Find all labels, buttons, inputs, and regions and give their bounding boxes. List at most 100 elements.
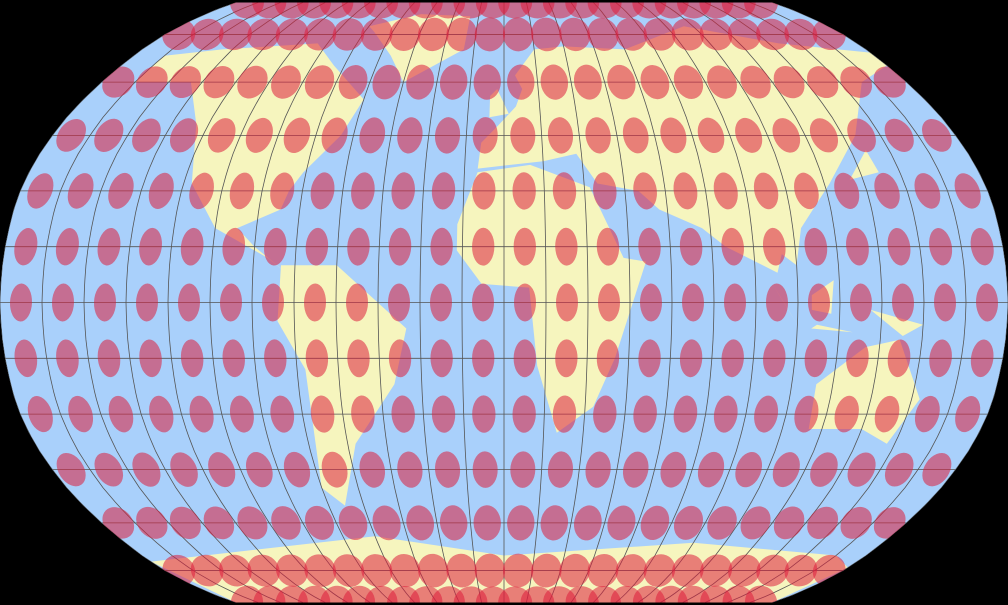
tissot-indicatrix <box>169 66 202 99</box>
tissot-indicatrix <box>713 395 738 433</box>
tissot-indicatrix <box>794 172 819 210</box>
landmass <box>870 309 924 336</box>
tissot-indicatrix <box>804 227 828 266</box>
tissot-indicatrix <box>472 117 498 154</box>
tissot-indicatrix <box>391 395 415 433</box>
tissot-indicatrix <box>351 172 375 210</box>
tissot-indicatrix <box>660 451 687 488</box>
tissot-indicatrix <box>587 17 619 51</box>
tissot-indicatrix <box>740 65 771 99</box>
tissot-indicatrix <box>94 452 124 487</box>
tissot-indicatrix <box>643 18 676 51</box>
tissot-indicatrix <box>388 339 412 378</box>
tissot-indicatrix <box>638 227 661 266</box>
tissot-indicatrix <box>9 283 33 322</box>
landmass <box>849 150 879 180</box>
tissot-indicatrix <box>148 172 174 209</box>
tissot-indicatrix <box>304 554 337 587</box>
tissot-indicatrix <box>607 505 636 541</box>
tissot-indicatrix <box>180 227 204 266</box>
tissot-indicatrix <box>794 395 819 433</box>
tissot-indicatrix <box>700 554 733 587</box>
tissot-indicatrix <box>640 65 670 100</box>
tissot-indicatrix <box>513 227 536 266</box>
tissot-indicatrix <box>513 283 537 322</box>
tissot-indicatrix <box>430 339 453 378</box>
tissot-indicatrix <box>446 553 477 588</box>
tissot-indicatrix <box>784 18 818 51</box>
tissot-indicatrix <box>108 395 134 433</box>
tissot-indicatrix <box>810 452 838 487</box>
tissot-indicatrix <box>573 505 602 541</box>
tissot-indicatrix <box>270 172 295 210</box>
tissot-indicatrix <box>237 65 268 99</box>
tissot-indicatrix <box>51 283 75 322</box>
tissot-indicatrix <box>261 283 285 322</box>
tissot-indicatrix <box>573 64 602 100</box>
tissot-indicatrix <box>728 18 761 51</box>
tissot-indicatrix <box>807 506 839 540</box>
tissot-indicatrix <box>840 506 872 539</box>
tissot-indicatrix <box>874 395 900 433</box>
tissot-indicatrix <box>27 173 54 209</box>
tissot-indicatrix <box>372 64 401 100</box>
tissot-indicatrix <box>540 505 569 541</box>
tissot-indicatrix <box>472 451 498 488</box>
tissot-indicatrix <box>840 66 873 98</box>
tissot-indicatrix <box>643 554 676 587</box>
tissot-indicatrix <box>93 283 117 322</box>
tissot-indicatrix <box>132 452 161 487</box>
tissot-indicatrix <box>531 17 562 52</box>
tissot-indicatrix <box>97 227 121 266</box>
tissot-indicatrix <box>219 554 252 587</box>
tissot-indicatrix <box>203 65 235 99</box>
tissot-indicatrix <box>169 118 199 153</box>
tissot-indicatrix <box>744 585 778 603</box>
tissot-indicatrix <box>884 452 914 487</box>
tissot-indicatrix <box>597 283 621 322</box>
tissot-indicatrix <box>472 227 495 266</box>
tissot-indicatrix <box>338 505 368 541</box>
tissot-indicatrix <box>671 18 704 51</box>
tissot-indicatrix <box>347 227 370 266</box>
tissot-indicatrix <box>540 64 569 100</box>
tissot-indicatrix <box>275 18 309 51</box>
tissot-indicatrix <box>772 452 800 488</box>
tissot-indicatrix <box>784 554 818 587</box>
landmass <box>277 265 407 506</box>
tissot-indicatrix <box>431 395 456 433</box>
tissot-indicatrix <box>756 18 790 51</box>
tissot-indicatrix <box>846 227 869 266</box>
tissot-indicatrix <box>763 339 786 378</box>
tissot-indicatrix <box>230 585 264 603</box>
tissot-indicatrix <box>207 118 236 153</box>
tissot-indicatrix <box>55 227 79 266</box>
tissot-indicatrix <box>474 553 506 588</box>
tissot-indicatrix <box>510 451 536 488</box>
tissot-indicatrix <box>474 17 506 52</box>
tissot-indicatrix <box>756 554 789 587</box>
tissot-indicatrix <box>513 339 536 378</box>
tissot-indicatrix <box>622 117 649 154</box>
tissot-indicatrix <box>679 227 703 266</box>
tissot-indicatrix <box>320 585 353 603</box>
tissot-indicatrix <box>679 339 703 378</box>
tissot-indicatrix <box>955 396 981 433</box>
tissot-indicatrix <box>922 118 952 152</box>
tissot-indicatrix <box>638 339 661 378</box>
landmass <box>135 43 364 273</box>
tissot-indicatrix <box>345 283 369 322</box>
tissot-indicatrix <box>970 339 994 378</box>
tissot-indicatrix <box>68 395 94 433</box>
tissot-indicatrix <box>283 117 311 154</box>
tissot-indicatrix <box>754 395 779 433</box>
tissot-indicatrix <box>271 506 301 540</box>
tissot-indicatrix <box>305 505 335 540</box>
tissot-indicatrix <box>847 118 876 153</box>
tissot-indicatrix <box>735 451 763 488</box>
tissot-indicatrix <box>547 117 574 154</box>
tissot-indicatrix <box>310 395 335 433</box>
tissot-indicatrix <box>970 228 994 266</box>
tissot-indicatrix <box>615 554 647 588</box>
